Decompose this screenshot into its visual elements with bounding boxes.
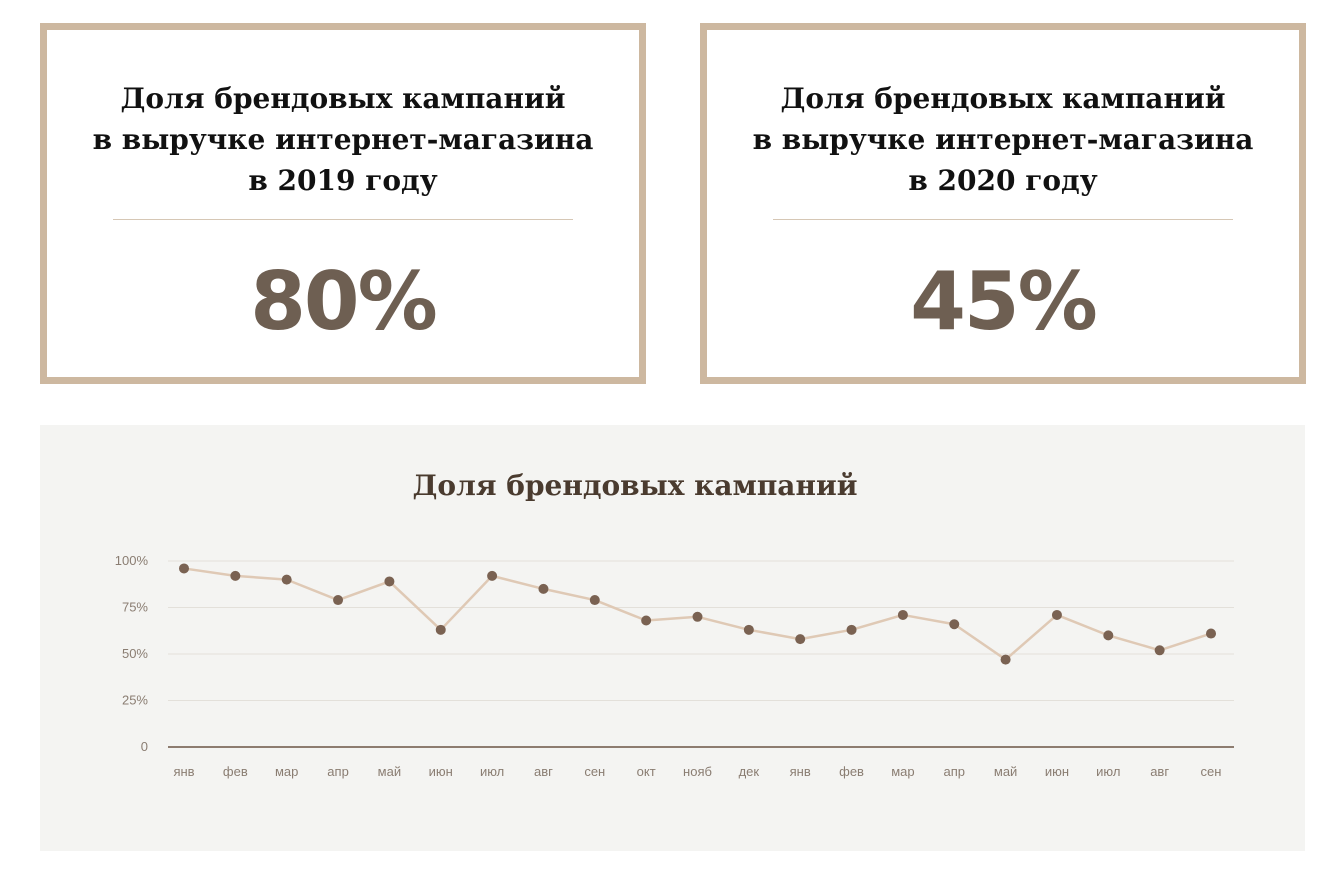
- stat-card-value: 45%: [910, 255, 1097, 348]
- data-point: [897, 609, 908, 620]
- data-point: [743, 624, 754, 635]
- stat-card-divider: [773, 219, 1233, 220]
- stat-card-value: 80%: [250, 255, 437, 348]
- data-point: [589, 595, 600, 606]
- data-point: [487, 570, 498, 581]
- x-tick-label: янв: [790, 764, 811, 779]
- x-tick-label: июн: [1045, 764, 1069, 779]
- x-tick-label: авг: [534, 764, 553, 779]
- x-tick-label: апр: [327, 764, 349, 779]
- stat-card-2019: Доля брендовых кампаний в выручке интерн…: [40, 23, 646, 384]
- x-tick-label: янв: [173, 764, 194, 779]
- stat-card-2020: Доля брендовых кампаний в выручке интерн…: [700, 23, 1306, 384]
- x-tick-label: фев: [839, 764, 864, 779]
- data-point: [846, 624, 857, 635]
- x-tick-label: мар: [275, 764, 298, 779]
- data-point: [179, 563, 189, 574]
- x-tick-label: сен: [1201, 764, 1222, 779]
- chart-title: Доля брендовых кампаний: [412, 469, 858, 502]
- data-point: [384, 576, 395, 587]
- stat-card-title: Доля брендовых кампаний в выручке интерн…: [47, 78, 639, 201]
- x-tick-label: май: [378, 764, 401, 779]
- x-tick-label: окт: [637, 764, 656, 779]
- x-tick-label: дек: [739, 764, 760, 779]
- data-point: [333, 595, 344, 606]
- x-tick-label: июл: [480, 764, 504, 779]
- x-tick-label: май: [994, 764, 1017, 779]
- chart-panel: Доля брендовых кампаний 0 25% 50% 75% 100% ян…: [40, 425, 1305, 851]
- data-point: [1206, 628, 1216, 639]
- data-point: [641, 615, 652, 626]
- data-point: [692, 611, 703, 622]
- x-tick-label: мар: [891, 764, 914, 779]
- x-tick-label: июл: [1096, 764, 1120, 779]
- data-point: [949, 619, 960, 630]
- stat-card-divider: [113, 219, 573, 220]
- stat-card-title-line: Доля брендовых кампаний: [120, 82, 566, 115]
- x-tick-label: авг: [1150, 764, 1169, 779]
- y-tick-label: 0: [141, 739, 148, 754]
- data-point: [435, 624, 446, 635]
- data-point: [538, 583, 549, 594]
- x-tick-label: апр: [944, 764, 966, 779]
- y-tick-label: 100%: [115, 553, 149, 568]
- data-point: [1000, 654, 1011, 665]
- data-point: [1103, 630, 1114, 641]
- stat-card-title-line: в 2020 году: [908, 164, 1098, 197]
- data-point: [281, 574, 292, 585]
- stat-card-title: Доля брендовых кампаний в выручке интерн…: [707, 78, 1299, 201]
- x-tick-label: нояб: [683, 764, 712, 779]
- line-chart: 0 25% 50% 75% 100% янв фев мар апр май июн июл авг се…: [115, 553, 1234, 779]
- data-point: [1051, 609, 1062, 620]
- x-tick-label: июн: [429, 764, 453, 779]
- stat-card-title-line: Доля брендовых кампаний: [780, 82, 1226, 115]
- data-point: [1154, 645, 1165, 656]
- data-point: [230, 570, 241, 581]
- data-point: [795, 634, 806, 645]
- y-tick-label: 50%: [122, 646, 148, 661]
- y-tick-label: 75%: [122, 600, 148, 615]
- stat-card-title-line: в выручке интернет-магазина: [752, 123, 1254, 156]
- x-tick-label: сен: [584, 764, 605, 779]
- stat-card-title-line: в выручке интернет-магазина: [92, 123, 594, 156]
- x-tick-label: фев: [223, 764, 248, 779]
- stat-card-title-line: в 2019 году: [248, 164, 438, 197]
- y-tick-label: 25%: [122, 693, 148, 708]
